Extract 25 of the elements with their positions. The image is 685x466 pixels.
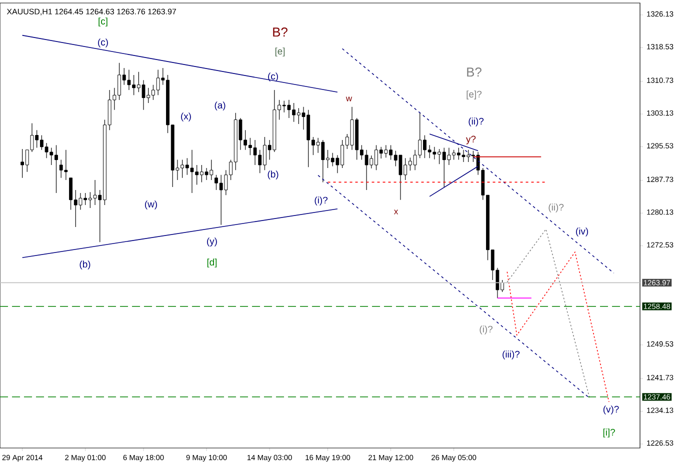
annotation: (y)	[207, 238, 217, 246]
annotation: (a)	[214, 102, 226, 110]
annotation: [c]	[98, 18, 108, 26]
annotation: [e]?	[466, 90, 482, 100]
annotation: (w)	[145, 200, 157, 210]
annotation: w	[346, 96, 352, 102]
annotation: (x)	[181, 112, 191, 122]
annotation: (ii)?	[468, 118, 484, 126]
annotation: [d]	[207, 258, 217, 268]
annotation: B?	[273, 27, 288, 37]
annotation: [i]?	[603, 428, 615, 438]
annotation: x	[394, 210, 398, 214]
annotation: (iv)	[576, 228, 588, 236]
annotation: (c)	[268, 72, 278, 82]
annotation: (v)?	[603, 406, 619, 414]
annotation: y?	[466, 136, 476, 144]
annotation: (i)?	[314, 196, 328, 206]
annotation: [e]	[275, 48, 285, 56]
annotation: (iii)?	[502, 350, 520, 360]
annotation: (b)	[80, 260, 90, 270]
annotation: (c)	[98, 38, 108, 48]
annotation: (b)	[268, 170, 278, 180]
annotation: (ii)?	[548, 204, 564, 212]
annotation: B?	[467, 67, 482, 77]
annotation: (i)?	[480, 326, 493, 334]
